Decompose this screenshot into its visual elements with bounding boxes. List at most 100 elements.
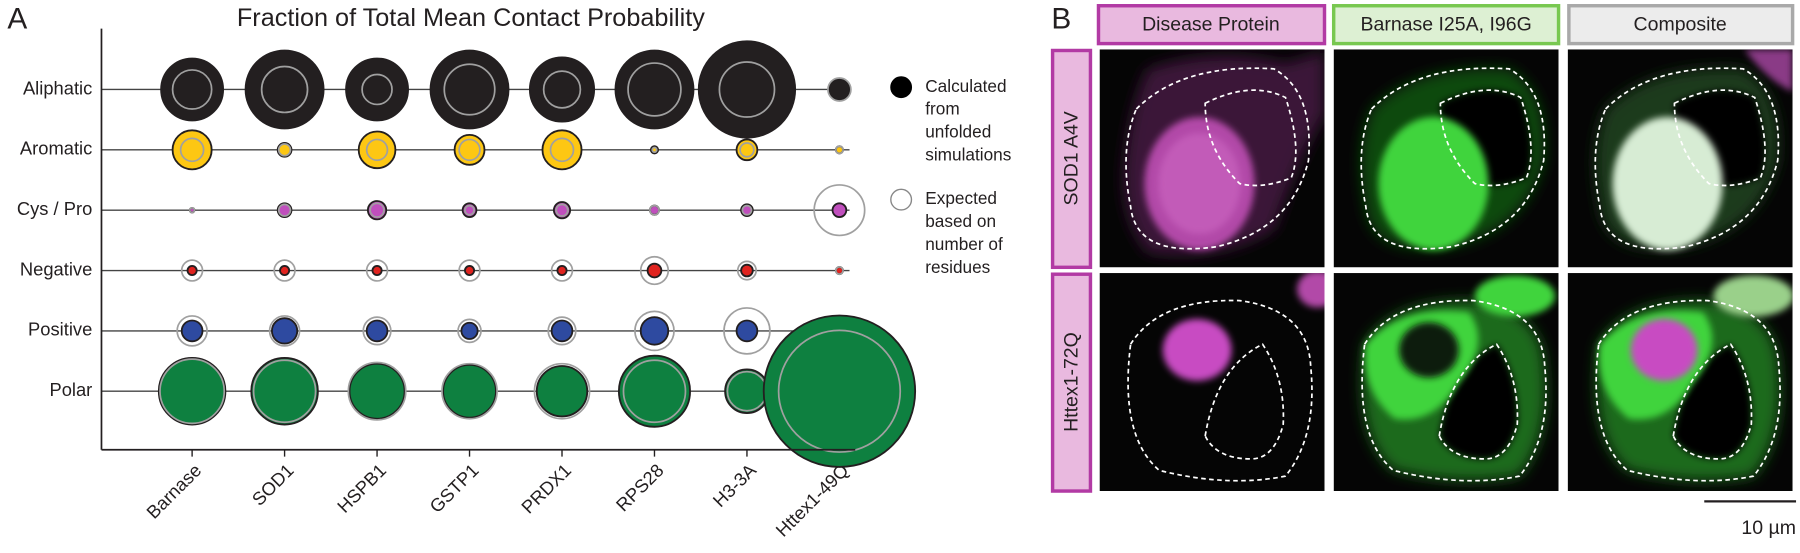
- scale-bar-label: 10 µm: [1741, 517, 1796, 539]
- calculated-bubble: [279, 265, 291, 277]
- panel-letter: B: [1051, 3, 1071, 36]
- expected-circle: [555, 203, 569, 217]
- expected-circle: [171, 69, 213, 110]
- expected-circle: [549, 137, 575, 163]
- expected-circle: [627, 62, 682, 117]
- calculated-bubble: [365, 319, 389, 343]
- calculated-bubble: [724, 368, 770, 414]
- calculated-bubble: [617, 354, 691, 428]
- expected-circle: [457, 318, 482, 344]
- row-header: SOD1 A4V: [1060, 111, 1082, 205]
- calculated-bubble: [740, 263, 754, 278]
- x-tick-label: Httex1-49Q: [771, 460, 852, 541]
- x-tick-label: H3-3A: [708, 459, 760, 511]
- calculated-bubble: [270, 317, 299, 345]
- row-label: Aromatic: [20, 138, 92, 159]
- calculated-bubble: [250, 357, 319, 426]
- calculated-bubble: [735, 319, 759, 343]
- calculated-bubble: [160, 57, 225, 122]
- expected-circle: [362, 316, 392, 346]
- expected-circle: [464, 204, 475, 216]
- row-label: Cys / Pro: [17, 198, 92, 219]
- row-header: Httex1-72Q: [1060, 332, 1082, 432]
- legend-label: Expected based on number of residues: [925, 189, 1003, 278]
- row-label: Negative: [20, 258, 92, 279]
- expected-circle: [260, 65, 309, 114]
- expected-circle: [834, 145, 844, 155]
- x-tick-label: SOD1: [248, 460, 298, 510]
- micrograph: [1333, 273, 1559, 492]
- calculated-bubble: [646, 262, 663, 279]
- calculated-bubble: [244, 49, 325, 130]
- row-header-box: [1050, 48, 1093, 270]
- expected-circle: [365, 259, 389, 282]
- column-header: Barnase I25A, I96G: [1360, 13, 1531, 35]
- expected-circle: [542, 70, 582, 109]
- expected-circle: [369, 202, 385, 218]
- bubble-plot: Aliphatic Aromatic Cys / Pro Negative Positi…: [17, 40, 917, 541]
- legend-label: Calculated from unfolded simulations: [925, 76, 1012, 166]
- calculated-bubble: [639, 316, 670, 346]
- expected-circle: [347, 361, 407, 421]
- expected-circle: [277, 143, 292, 157]
- panel-letter: A: [7, 3, 27, 36]
- column-header-box: [1567, 4, 1795, 46]
- expected-circle: [723, 307, 771, 355]
- calculated-bubble: [276, 142, 293, 158]
- legend-entry: Calculated from unfolded simulations: [925, 76, 1012, 166]
- micrograph: [1567, 273, 1793, 492]
- expected-circle: [739, 142, 755, 158]
- expected-circle: [813, 184, 866, 237]
- calculated-bubble: [697, 40, 797, 139]
- row-label: Polar: [49, 379, 92, 400]
- expected-circle: [179, 137, 205, 163]
- expected-circle: [159, 358, 226, 425]
- micrograph: [1567, 49, 1793, 268]
- x-tick-label: PRDX1: [517, 460, 575, 518]
- calculated-bubble: [831, 202, 848, 218]
- expected-circle: [176, 315, 208, 347]
- expected-circle: [834, 266, 844, 276]
- calculated-bubble: [535, 365, 589, 418]
- calculated-bubble: [157, 357, 227, 426]
- calculated-bubble: [186, 265, 198, 277]
- expected-circle: [365, 138, 389, 162]
- chart-title: Fraction of Total Mean Contact Probabili…: [237, 4, 705, 32]
- calculated-bubble: [550, 319, 574, 343]
- expected-circle: [533, 362, 591, 420]
- calculated-bubble: [614, 49, 695, 130]
- row-header-box: [1050, 272, 1093, 493]
- expected-circle: [550, 259, 574, 282]
- calculated-bubble: [371, 265, 383, 277]
- expected-circle: [443, 63, 496, 116]
- expected-circle: [777, 329, 902, 453]
- calculated-bubble: [556, 265, 568, 277]
- calculated-bubble: [528, 56, 596, 123]
- expected-circle: [827, 77, 852, 102]
- expected-circle: [458, 259, 481, 282]
- expected-circle: [361, 73, 393, 106]
- calculated-bubble: [429, 49, 510, 130]
- expected-circle: [252, 359, 317, 424]
- calculated-bubble: [180, 319, 204, 343]
- expected-circle: [277, 203, 292, 217]
- expected-circle: [180, 259, 204, 282]
- column-header-box: [1096, 4, 1327, 46]
- calculated-bubble: [357, 130, 397, 170]
- expected-circle: [649, 204, 660, 216]
- column-header: Composite: [1634, 13, 1727, 35]
- column-header: Disease Protein: [1142, 13, 1280, 35]
- micrograph: [1099, 273, 1325, 492]
- row-label: Aliphatic: [23, 77, 92, 98]
- x-tick-label: RPS28: [612, 460, 668, 516]
- expected-circle: [188, 207, 196, 214]
- x-tick-label: GSTP1: [425, 460, 482, 517]
- calculated-bubble: [541, 129, 583, 171]
- calculated-bubble: [276, 202, 293, 218]
- legend-marker: [890, 76, 913, 99]
- expected-circle: [441, 362, 498, 420]
- expected-circle: [547, 316, 577, 346]
- expected-circle: [741, 204, 753, 216]
- legend-marker: [890, 188, 913, 211]
